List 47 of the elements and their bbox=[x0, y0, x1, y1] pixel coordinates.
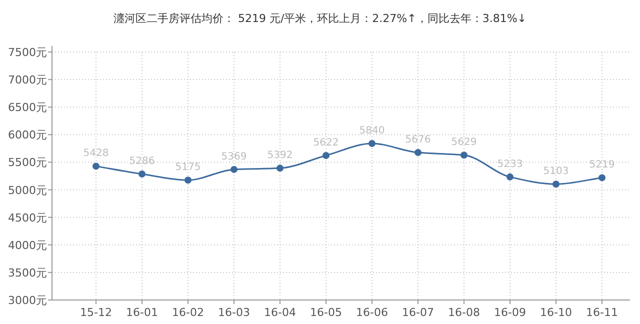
y-tick-label: 7500元 bbox=[8, 46, 47, 59]
x-tick-label: 16-07 bbox=[402, 306, 434, 319]
point bbox=[92, 162, 100, 170]
data-label: 5676 bbox=[405, 134, 431, 146]
x-tick-label: 16-10 bbox=[540, 306, 572, 319]
data-label: 5428 bbox=[83, 148, 109, 160]
data-label: 5840 bbox=[359, 125, 385, 136]
point bbox=[184, 176, 192, 184]
x-tick-label: 16-04 bbox=[264, 306, 296, 319]
x-tick-label: 16-05 bbox=[310, 306, 342, 319]
point bbox=[506, 173, 514, 180]
data-label: 5233 bbox=[497, 158, 523, 170]
y-tick-label: 6000元 bbox=[8, 128, 47, 142]
point bbox=[322, 152, 330, 159]
data-label: 5392 bbox=[267, 150, 293, 162]
point bbox=[552, 180, 560, 188]
data-label: 5103 bbox=[543, 166, 569, 178]
data-label: 5219 bbox=[589, 160, 615, 171]
point bbox=[414, 149, 422, 156]
y-tick-label: 7000元 bbox=[8, 74, 47, 87]
y-tick-label: 6500元 bbox=[8, 101, 47, 114]
point bbox=[230, 166, 238, 173]
chart-title: 瀍河区二手房评估均价： 5219 元/平米，环比上月：2.27%↑，同比去年：3.81%↓ bbox=[113, 12, 527, 25]
point bbox=[368, 140, 376, 147]
x-tick-label: 16-01 bbox=[126, 306, 158, 319]
point bbox=[598, 174, 606, 182]
y-tick-label: 3500元 bbox=[8, 266, 47, 280]
x-tick-label: 16-02 bbox=[172, 306, 204, 319]
x-tick-label: 16-03 bbox=[218, 306, 250, 319]
x-tick-label: 16-08 bbox=[448, 306, 480, 319]
x-tick-label: 16-06 bbox=[356, 306, 388, 319]
point bbox=[276, 164, 284, 172]
point bbox=[460, 152, 468, 159]
point bbox=[138, 170, 146, 178]
data-label: 5286 bbox=[129, 156, 155, 168]
x-tick-label: 16-11 bbox=[586, 306, 618, 319]
x-tick-label: 15-12 bbox=[80, 306, 112, 319]
y-tick-label: 5500元 bbox=[8, 156, 47, 170]
y-tick-label: 4000元 bbox=[8, 238, 47, 252]
y-tick-label: 4500元 bbox=[8, 211, 47, 224]
data-label: 5622 bbox=[313, 138, 339, 148]
data-label: 5629 bbox=[451, 137, 477, 148]
x-tick-label: 16-09 bbox=[494, 306, 526, 319]
data-label: 5175 bbox=[175, 162, 201, 174]
y-tick-label: 3000元 bbox=[8, 294, 47, 307]
data-label: 5369 bbox=[221, 151, 247, 162]
y-tick-label: 5000元 bbox=[8, 184, 47, 197]
